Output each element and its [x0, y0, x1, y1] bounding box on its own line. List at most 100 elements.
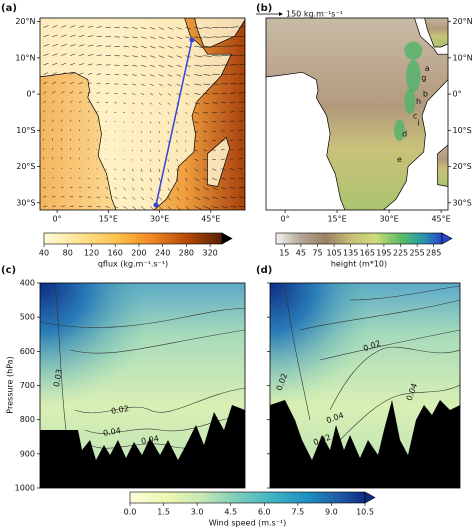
flux-vector	[229, 101, 236, 104]
y-tick-label: 0°	[26, 90, 35, 99]
flux-vector	[114, 177, 117, 181]
flux-vector	[43, 25, 49, 28]
flux-vector	[194, 130, 199, 133]
flux-vector	[132, 121, 134, 123]
flux-vector	[158, 168, 161, 173]
contour	[54, 283, 67, 431]
flux-vector	[132, 159, 134, 161]
flux-vector	[132, 27, 138, 29]
colorbar	[129, 491, 366, 504]
flux-vector	[123, 140, 125, 142]
flux-vector	[96, 45, 103, 47]
flux-vector	[194, 27, 203, 29]
flux-vector	[238, 157, 243, 160]
colorbar-tick-label: 165	[360, 249, 375, 258]
colorbar-tick-label: 6.0	[258, 508, 271, 517]
flux-vector	[132, 74, 137, 76]
flux-vector	[96, 26, 102, 28]
flux-vector	[96, 139, 98, 141]
flux-vector	[176, 83, 181, 87]
flux-vector	[87, 148, 89, 150]
flux-vector	[123, 187, 126, 190]
site-label: e	[397, 155, 402, 164]
flux-vector	[149, 64, 156, 68]
flux-vector	[238, 82, 245, 85]
flux-vector	[167, 46, 174, 49]
x-tick-label: 45°E	[431, 215, 450, 224]
flux-vector	[149, 93, 154, 96]
flux-vector	[176, 149, 178, 152]
flux-vector	[149, 27, 156, 30]
colorbar-tick-label: 3.0	[191, 508, 204, 517]
flux-vector	[69, 81, 74, 85]
flux-vector	[43, 44, 49, 47]
flux-vector	[203, 46, 212, 48]
flux-vector	[194, 93, 201, 95]
colorbar-tick-label: 280	[179, 249, 194, 258]
flux-vector	[229, 64, 238, 66]
flux-vector	[140, 178, 144, 182]
flux-vector	[158, 159, 160, 162]
flux-vector	[238, 54, 245, 56]
colorbar-label: qflux (kg.m⁻¹.s⁻¹)	[98, 260, 168, 269]
flux-vector	[96, 73, 102, 75]
flux-vector	[87, 129, 89, 132]
flux-vector	[176, 36, 183, 39]
flux-vector	[123, 130, 125, 132]
flux-vector	[52, 25, 58, 28]
flux-vector	[229, 83, 237, 85]
flux-vector	[132, 83, 137, 86]
flux-vector	[69, 129, 72, 132]
flux-vector	[96, 82, 101, 85]
flux-vector	[194, 111, 200, 114]
colorbar	[275, 232, 443, 245]
flux-vector	[194, 36, 203, 39]
flux-vector	[229, 139, 234, 141]
flux-vector	[52, 138, 54, 141]
flux-vector	[176, 187, 180, 192]
x-tick-label: 0°	[53, 215, 62, 224]
colorbar-extension	[441, 232, 453, 245]
colorbar-tick-label: 195	[376, 249, 391, 258]
flux-vector	[194, 102, 200, 105]
flux-vector	[114, 168, 116, 171]
panel-label: (c)	[1, 265, 16, 276]
flux-vector	[185, 187, 189, 191]
flux-vector	[149, 36, 156, 39]
flux-vector	[229, 26, 239, 28]
flux-vector	[78, 157, 80, 160]
y-tick-label: 10°S	[16, 126, 35, 135]
flux-vector	[185, 102, 189, 105]
flux-vector	[221, 187, 227, 190]
x-tick-label: 15°E	[99, 215, 118, 224]
flux-vector	[123, 121, 125, 123]
flux-vector	[149, 206, 154, 210]
flux-vector	[149, 121, 152, 124]
flux-vector	[87, 73, 93, 75]
flux-vector	[229, 130, 234, 132]
colorbar-label: Wind speed (m.s⁻¹)	[209, 519, 287, 528]
flux-vector	[167, 64, 173, 68]
colorbar-tick-label: 135	[343, 249, 358, 258]
flux-vector	[123, 83, 128, 85]
flux-vector	[78, 138, 80, 141]
landmass	[437, 144, 448, 187]
flux-vector	[176, 64, 182, 68]
contour	[349, 285, 460, 301]
flux-vector	[229, 35, 239, 38]
flux-vector	[167, 121, 170, 124]
flux-vector	[87, 120, 90, 122]
flux-vector	[123, 206, 128, 209]
flux-vector	[87, 91, 91, 94]
flux-vector	[158, 27, 165, 30]
flux-vector	[140, 159, 143, 161]
y-tick-label: 0°	[453, 90, 462, 99]
flux-vector	[203, 83, 211, 86]
flux-vector	[167, 93, 171, 96]
colorbar-tick-label: 10.5	[356, 508, 374, 517]
flux-vector	[52, 110, 55, 113]
flux-vector	[167, 178, 170, 182]
flux-vector	[132, 149, 134, 152]
map-a	[40, 18, 245, 210]
flux-vector	[176, 93, 180, 96]
